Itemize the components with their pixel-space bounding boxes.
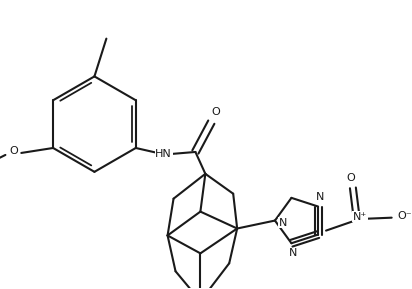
- Text: O⁻: O⁻: [397, 211, 412, 221]
- Text: N: N: [289, 248, 297, 258]
- Text: N⁺: N⁺: [353, 212, 367, 222]
- Text: O: O: [9, 146, 18, 156]
- Text: N: N: [279, 218, 287, 227]
- Text: N: N: [316, 192, 324, 202]
- Text: O: O: [346, 173, 355, 183]
- Text: O: O: [211, 107, 220, 117]
- Text: HN: HN: [155, 149, 172, 159]
